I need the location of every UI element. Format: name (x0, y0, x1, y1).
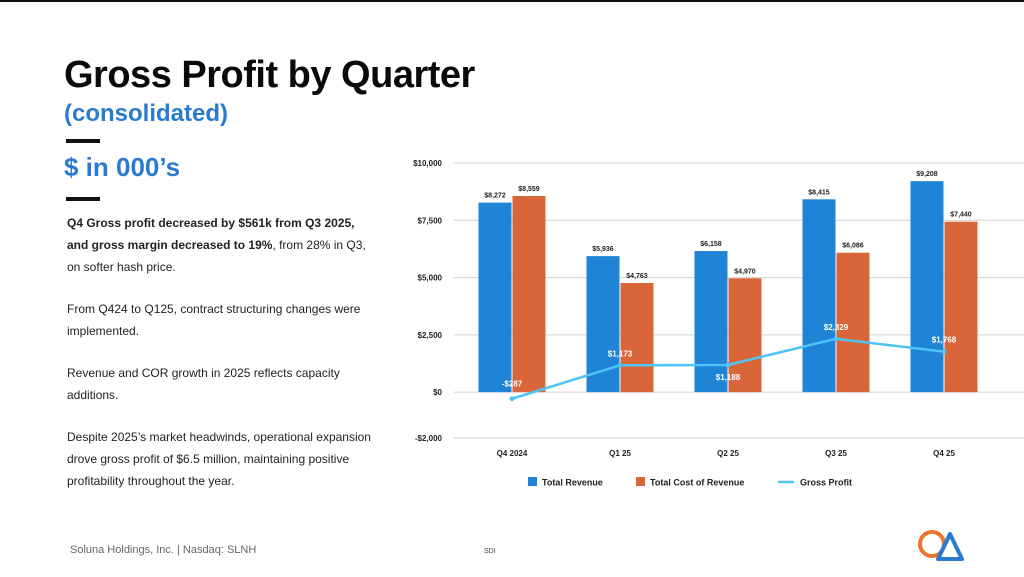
revenue-data-label: $6,158 (700, 241, 722, 248)
revenue-data-label: $8,415 (808, 189, 830, 196)
bold-text: Q4 Gross profit decreased by $561k from … (67, 216, 355, 252)
divider (66, 197, 100, 201)
gross-profit-line (511, 337, 945, 400)
y-tick-label: -$2,000 (415, 434, 443, 443)
legend-swatch (636, 477, 645, 486)
cost-bar (836, 252, 870, 393)
x-tick-label: Q1 25 (609, 449, 631, 458)
gross-profit-data-label: $1,768 (932, 336, 957, 345)
cost-bar (944, 221, 978, 393)
cost-data-label: $4,763 (626, 273, 648, 280)
gross-profit-point (725, 362, 731, 368)
gross-profit-point (941, 349, 947, 355)
cost-data-label: $7,440 (950, 212, 972, 219)
footer-code: SDI (484, 548, 496, 555)
x-tick-label: Q4 25 (933, 449, 955, 458)
x-tick-label: Q2 25 (717, 449, 739, 458)
footer-company: Soluna Holdings, Inc. | Nasdaq: SLNH (70, 544, 257, 556)
gross-profit-data-label: -$287 (502, 380, 523, 389)
legend-swatch (528, 477, 537, 486)
gross-profit-data-label: $1,173 (608, 349, 633, 358)
divider (66, 139, 100, 143)
paragraph: Revenue and COR growth in 2025 reflects … (67, 366, 340, 402)
paragraph-text: , from 28% in Q3, on softer hash price. (67, 238, 366, 274)
y-tick-label: $0 (433, 388, 442, 397)
gross-profit-point (509, 396, 515, 402)
revenue-bar (478, 202, 512, 393)
revenue-bar (910, 181, 944, 393)
x-tick-label: Q3 25 (825, 449, 847, 458)
revenue-data-label: $5,936 (592, 246, 614, 253)
cost-bar (728, 278, 762, 393)
revenue-data-label: $8,272 (484, 193, 506, 200)
y-tick-label: $10,000 (413, 159, 442, 168)
cost-data-label: $6,086 (842, 243, 864, 250)
cost-data-label: $4,970 (734, 268, 756, 275)
top-border-line (0, 0, 1024, 2)
page-subtitle: (consolidated) (64, 100, 229, 127)
legend-label: Total Cost of Revenue (650, 478, 744, 488)
gross-profit-data-label: $1,188 (716, 373, 741, 382)
gross-profit-point (833, 336, 839, 342)
y-tick-label: $7,500 (418, 216, 443, 225)
y-tick-label: $5,000 (418, 274, 443, 283)
cost-bar (620, 283, 654, 393)
gross-profit-point (617, 362, 623, 368)
page-title: Gross Profit by Quarter (64, 54, 475, 96)
cost-bar (512, 196, 546, 393)
paragraph: Q4 Gross profit decreased by $561k from … (67, 212, 377, 278)
paragraph: Despite 2025’s market headwinds, operati… (67, 430, 371, 488)
cost-data-label: $8,559 (518, 186, 540, 193)
soluna-logo-icon (918, 530, 964, 561)
units-heading: $ in 000’s (64, 152, 181, 182)
gross-profit-chart: $10,000 $7,500 $5,000 $2,500 $0 -$2,000 $8,272… (413, 159, 1024, 488)
legend-label: Total Revenue (542, 478, 603, 488)
paragraph: From Q424 to Q125, contract structuring … (67, 302, 361, 338)
gross-profit-data-label: $2,329 (824, 323, 849, 332)
revenue-bar (694, 251, 728, 393)
x-tick-label: Q4 2024 (497, 449, 528, 458)
revenue-bar (802, 199, 836, 393)
revenue-data-label: $9,208 (916, 171, 938, 178)
commentary: Q4 Gross profit decreased by $561k from … (67, 212, 377, 512)
y-tick-label: $2,500 (418, 331, 443, 340)
legend-label: Gross Profit (800, 478, 852, 488)
